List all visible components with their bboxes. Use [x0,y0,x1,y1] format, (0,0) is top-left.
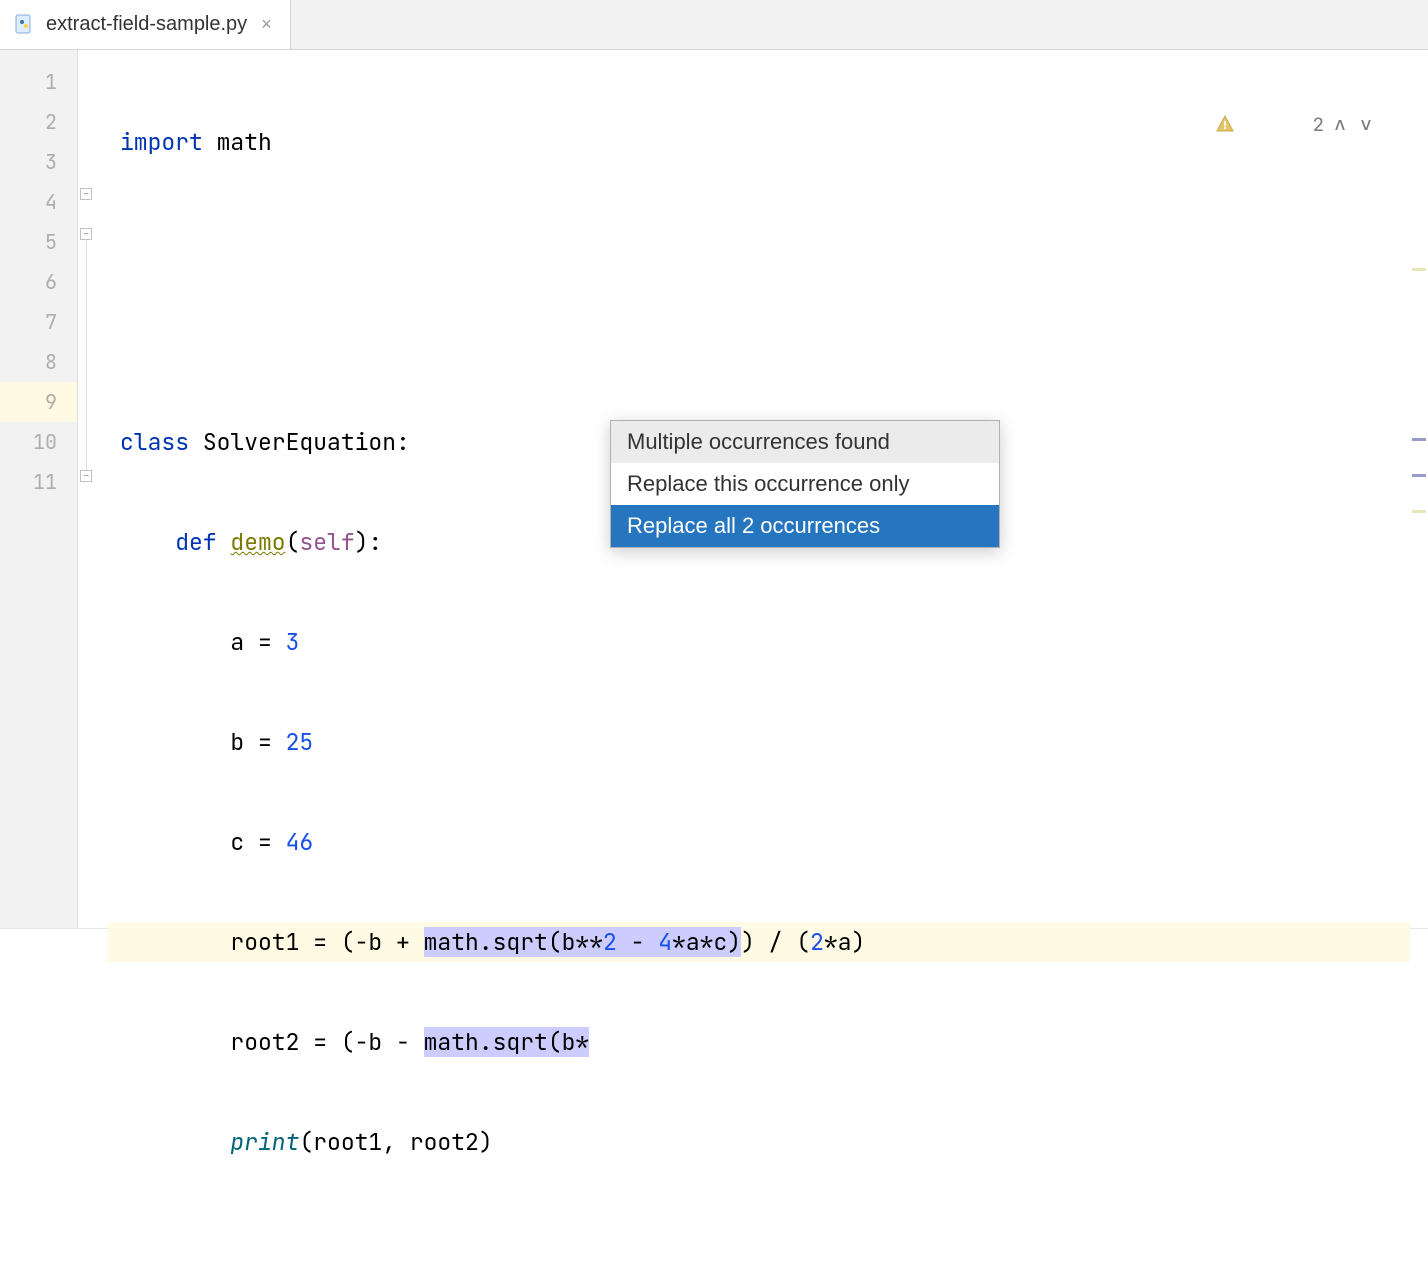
fold-toggle-icon[interactable]: − [80,188,92,200]
line-number[interactable]: 1 [0,62,77,102]
stripe-marker[interactable] [1412,510,1426,513]
code-line: print(root1, root2) [108,1122,1410,1162]
inspections-widget[interactable]: 2 ∧ ∨ [1215,64,1376,184]
fold-end-icon[interactable]: − [80,470,92,482]
line-number[interactable]: 3 [0,142,77,182]
line-number[interactable]: 6 [0,262,77,302]
line-number[interactable]: 8 [0,342,77,382]
stripe-marker[interactable] [1412,438,1426,441]
code-line: c = 46 [108,822,1410,862]
line-gutter: 1 2 3 4 5 6 7 8 9 10 11 [0,50,78,928]
close-icon[interactable]: × [257,14,276,35]
file-tab[interactable]: extract-field-sample.py × [0,0,291,49]
line-number[interactable]: 9 [0,382,77,422]
fold-line [86,240,87,470]
occurrences-popup: Multiple occurrences found Replace this … [610,420,1000,548]
prev-highlight-icon[interactable]: ∧ [1330,111,1350,137]
code-line: a = 3 [108,622,1410,662]
tab-filename: extract-field-sample.py [46,13,247,36]
line-number[interactable]: 10 [0,422,77,462]
line-number[interactable]: 7 [0,302,77,342]
stripe-marker[interactable] [1412,268,1426,271]
code-line: root1 = (-b + math.sqrt(b**2 - 4*a*c)) /… [108,922,1410,962]
line-number[interactable]: 2 [0,102,77,142]
tab-bar: extract-field-sample.py × [0,0,1428,50]
warning-icon [1215,64,1306,184]
code-line: root2 = (-b - math.sqrt(b* [108,1022,1410,1062]
line-number[interactable]: 5 [0,222,77,262]
fold-toggle-icon[interactable]: − [80,228,92,240]
popup-item-replace-one[interactable]: Replace this occurrence only [611,463,999,505]
popup-title: Multiple occurrences found [611,421,999,463]
warning-count: 2 [1313,112,1324,137]
code-line [108,322,1410,362]
error-stripe[interactable] [1410,50,1428,928]
popup-item-replace-all[interactable]: Replace all 2 occurrences [611,505,999,547]
stripe-marker[interactable] [1412,474,1426,477]
line-number[interactable]: 11 [0,462,77,502]
line-number[interactable]: 4 [0,182,77,222]
fold-strip: − − − [78,50,108,928]
code-line: b = 25 [108,722,1410,762]
code-line [108,222,1410,262]
python-file-icon [14,14,36,36]
next-highlight-icon[interactable]: ∨ [1356,111,1376,137]
